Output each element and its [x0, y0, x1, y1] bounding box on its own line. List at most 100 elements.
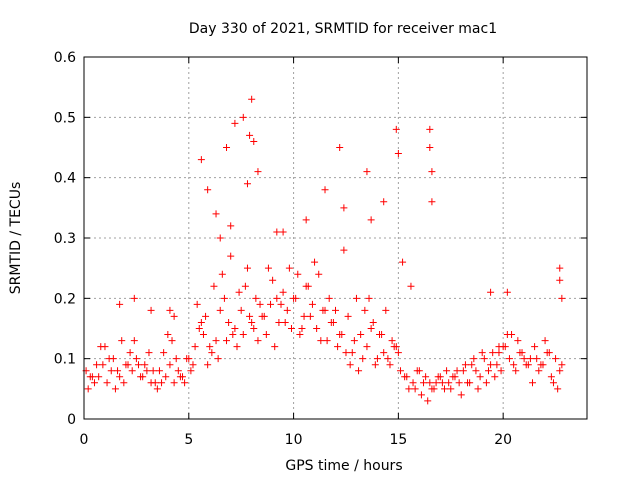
data-point — [426, 144, 434, 151]
data-point — [254, 337, 262, 345]
data-point — [355, 367, 363, 375]
data-point — [162, 373, 170, 381]
data-point — [529, 379, 537, 387]
data-point — [499, 343, 507, 351]
data-point — [531, 343, 539, 351]
data-point — [204, 186, 212, 194]
data-point — [252, 294, 260, 302]
data-point — [373, 355, 381, 363]
data-point — [208, 349, 216, 357]
data-point — [239, 113, 247, 121]
data-point — [202, 312, 210, 320]
data-point — [99, 361, 107, 369]
data-point — [114, 367, 122, 375]
data-point — [130, 294, 138, 302]
data-point — [160, 349, 168, 357]
data-point — [93, 361, 101, 369]
data-point — [275, 318, 283, 326]
data-point — [279, 288, 287, 296]
data-point — [225, 318, 233, 326]
data-point — [97, 343, 105, 351]
data-point — [428, 385, 436, 393]
data-point — [484, 367, 492, 375]
data-point — [248, 318, 256, 326]
data-point — [384, 355, 392, 363]
data-point — [407, 282, 415, 290]
data-point — [457, 391, 465, 399]
data-point — [237, 306, 245, 314]
data-point — [432, 379, 440, 387]
data-point — [487, 361, 495, 369]
data-point — [243, 264, 251, 272]
data-point — [512, 367, 520, 375]
data-point — [545, 349, 553, 357]
data-point — [424, 397, 432, 405]
data-point — [394, 150, 402, 158]
data-point — [279, 228, 287, 236]
data-point — [487, 288, 495, 296]
data-point — [273, 294, 281, 302]
data-point — [440, 385, 448, 393]
data-point — [493, 361, 501, 369]
data-point — [296, 331, 304, 339]
data-point — [420, 379, 428, 387]
data-point — [336, 144, 344, 151]
data-point — [176, 373, 184, 381]
data-point — [134, 361, 142, 369]
data-point — [174, 367, 182, 375]
data-point — [415, 367, 423, 375]
data-point — [438, 379, 446, 387]
data-point — [141, 361, 149, 369]
data-point — [367, 216, 375, 224]
data-point — [227, 222, 235, 230]
data-points — [82, 95, 566, 405]
data-point — [111, 385, 119, 393]
data-point — [158, 379, 166, 387]
data-point — [290, 294, 298, 302]
data-point — [411, 385, 419, 393]
data-point — [267, 300, 275, 308]
data-point — [107, 367, 115, 375]
data-point — [145, 349, 153, 357]
data-point — [231, 119, 239, 127]
data-point — [246, 312, 254, 320]
data-point — [195, 325, 203, 332]
data-point — [524, 361, 532, 369]
data-point — [510, 361, 518, 369]
axes: 0 0.1 0.2 0.3 0.4 0.5 0.6 0 5 10 15 20 — [54, 50, 587, 448]
data-point — [470, 355, 478, 363]
data-point — [308, 300, 316, 308]
data-point — [342, 349, 350, 357]
data-point — [122, 361, 130, 369]
data-point — [306, 312, 314, 320]
data-point — [380, 349, 388, 357]
data-point — [363, 168, 371, 176]
data-point — [417, 391, 425, 399]
data-point — [241, 282, 249, 290]
data-point — [103, 379, 111, 387]
data-point — [514, 337, 522, 345]
data-point — [153, 385, 161, 393]
data-point — [149, 367, 157, 375]
data-point — [302, 216, 310, 224]
data-point — [220, 294, 228, 302]
data-point — [206, 343, 214, 351]
data-point — [90, 379, 98, 387]
data-point — [346, 361, 354, 369]
data-point — [95, 373, 103, 381]
data-point — [332, 306, 339, 314]
data-point — [327, 318, 335, 326]
data-point — [126, 349, 134, 357]
data-point — [321, 186, 329, 194]
data-point — [250, 137, 258, 145]
y-tick-label: 0.1 — [54, 352, 76, 368]
data-point — [143, 367, 151, 375]
y-tick-label: 0.3 — [54, 231, 76, 247]
data-point — [549, 379, 557, 387]
data-point — [283, 306, 291, 314]
data-point — [478, 349, 486, 357]
data-point — [168, 337, 176, 345]
data-point — [116, 300, 124, 308]
data-point — [84, 385, 92, 393]
